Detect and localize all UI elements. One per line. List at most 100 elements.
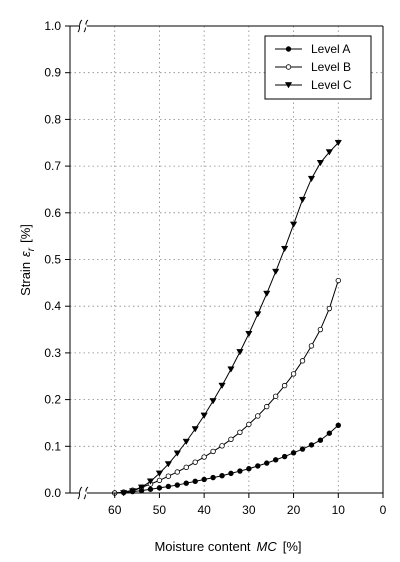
legend-label: Level A — [311, 42, 350, 56]
legend: Level A Level B Level C — [264, 35, 372, 100]
data-point-level-b — [192, 459, 198, 465]
data-point-level-a — [317, 437, 324, 443]
data-point-level-c — [236, 349, 244, 356]
data-point-level-b — [237, 429, 243, 435]
data-point-level-c — [218, 382, 226, 389]
data-point-level-a — [210, 474, 216, 481]
data-point-level-b — [326, 305, 333, 312]
data-point-level-c — [298, 196, 307, 204]
data-point-level-a — [246, 466, 252, 472]
data-point-level-c — [272, 268, 280, 276]
grid — [70, 26, 383, 493]
series-level-c — [120, 139, 342, 497]
data-point-level-c — [182, 438, 190, 446]
data-point-level-a — [183, 480, 189, 486]
data-point-level-c — [280, 245, 289, 253]
data-point-level-b — [165, 473, 172, 479]
y-tick-label: 0.9 — [44, 66, 61, 80]
axis-break-mark — [77, 486, 83, 500]
x-tick-label: 0 — [380, 503, 387, 517]
y-tick-label: 1.0 — [44, 19, 61, 33]
data-point-level-a — [335, 422, 341, 428]
x-tick-label: 50 — [153, 503, 167, 517]
legend-marker — [284, 82, 293, 89]
y-tick-label: 0.6 — [44, 206, 61, 220]
x-tick-label: 20 — [287, 503, 301, 517]
x-axis-label: Moisture content MC [%] — [154, 539, 301, 554]
data-point-level-b — [317, 326, 324, 333]
series-layer — [112, 139, 342, 497]
legend-label: Level C — [311, 78, 352, 92]
data-point-level-c — [245, 330, 253, 338]
data-point-level-b — [219, 443, 225, 449]
data-point-level-b — [299, 358, 306, 364]
data-point-level-a — [147, 486, 154, 492]
data-point-level-a — [174, 482, 181, 488]
axes — [65, 19, 384, 500]
data-point-level-c — [263, 290, 271, 297]
data-point-level-c — [164, 461, 173, 468]
data-point-level-c — [155, 470, 164, 477]
legend-marker — [285, 64, 292, 70]
x-tick-label: 30 — [242, 503, 256, 517]
data-point-level-b — [281, 382, 288, 389]
data-point-level-c — [325, 149, 333, 156]
data-point-level-b — [272, 393, 279, 400]
y-tick-label: 0.1 — [44, 439, 61, 453]
legend-label: Level B — [311, 60, 351, 74]
data-point-level-b — [210, 448, 216, 455]
y-tick-label: 0.8 — [44, 112, 61, 126]
data-point-level-a — [192, 478, 198, 485]
data-point-level-c — [128, 488, 137, 495]
data-point-level-c — [146, 478, 155, 485]
data-point-level-b — [335, 277, 341, 284]
y-tick-labels: 0.0 0.1 0.2 0.3 0.4 0.5 0.6 0.7 0.8 0.9 1.0 — [44, 19, 61, 500]
y-tick-label: 0.7 — [44, 159, 61, 173]
axis-break-gap — [80, 491, 86, 495]
legend-item-level-b: Level B — [275, 60, 351, 74]
data-point-level-b — [290, 371, 297, 377]
data-point-level-b — [201, 454, 207, 460]
x-tick-label: 40 — [197, 503, 211, 517]
data-point-level-b — [174, 469, 181, 475]
data-point-level-a — [219, 473, 225, 479]
data-point-level-c — [254, 311, 262, 318]
x-tick-label: 10 — [332, 503, 346, 517]
axis-break-mark — [77, 19, 83, 33]
data-point-level-a — [156, 485, 163, 491]
x-tick-labels: 60 50 40 30 20 10 0 — [108, 503, 387, 517]
data-point-level-a — [272, 457, 279, 463]
data-point-level-b — [264, 403, 270, 410]
x-tick-label: 60 — [108, 503, 122, 517]
axis-break-gap — [80, 24, 86, 28]
data-point-level-a — [264, 460, 270, 466]
y-tick-label: 0.0 — [44, 486, 61, 500]
data-point-level-c — [289, 221, 298, 228]
data-point-level-a — [228, 470, 234, 477]
data-point-level-c — [316, 160, 325, 167]
y-axis-label: Strainεr[%] — [18, 224, 37, 296]
y-tick-label: 0.4 — [44, 299, 61, 313]
data-point-level-b — [183, 464, 189, 471]
data-point-level-c — [191, 426, 199, 433]
y-tick-label: 0.2 — [44, 393, 61, 407]
data-point-level-c — [334, 139, 342, 147]
data-point-level-a — [165, 483, 172, 490]
data-point-level-c — [209, 398, 217, 405]
data-point-level-c — [200, 412, 208, 419]
data-point-level-a — [308, 442, 315, 448]
series-line-level-b — [114, 280, 339, 494]
data-point-level-b — [246, 421, 252, 428]
data-point-level-c — [137, 484, 146, 491]
legend-marker — [285, 46, 292, 52]
data-point-level-c — [173, 450, 181, 457]
data-point-level-a — [201, 476, 207, 483]
legend-item-level-a: Level A — [275, 42, 350, 56]
series-level-b — [112, 277, 341, 496]
data-point-level-a — [237, 468, 243, 474]
data-point-level-a — [299, 446, 306, 452]
data-point-level-a — [290, 450, 297, 456]
data-point-level-b — [255, 413, 261, 419]
data-point-level-a — [326, 430, 333, 436]
